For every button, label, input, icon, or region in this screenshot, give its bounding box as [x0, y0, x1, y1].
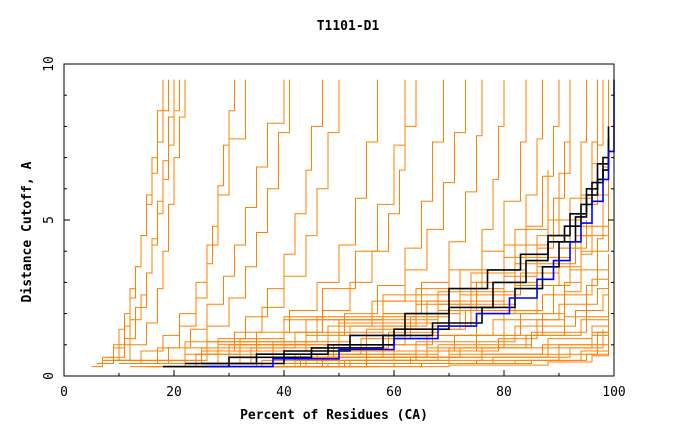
bulk-series-line-5 — [119, 79, 246, 364]
x-tick-label: 20 — [166, 385, 182, 400]
y-tick-label: 0 — [42, 372, 57, 380]
bulk-series-line-12 — [146, 79, 406, 368]
bulk-series-line-11 — [174, 79, 378, 364]
bulk-series-line-6 — [130, 79, 235, 364]
x-tick-label: 80 — [496, 385, 512, 400]
bulk-series-line-9 — [146, 79, 323, 368]
bulk-series-line-19 — [185, 79, 543, 368]
bulk-series-line-41 — [207, 329, 604, 368]
bulk-series-line-43 — [229, 335, 609, 368]
highlight-series-line-50 — [185, 157, 610, 365]
bulk-series-line-35 — [174, 291, 609, 364]
bulk-series-line-26 — [229, 79, 609, 368]
bulk-series-line-3 — [108, 79, 175, 358]
best-series-line-52 — [207, 79, 615, 368]
y-tick-label: 10 — [42, 56, 57, 72]
bulk-series-line-16 — [218, 79, 483, 364]
bulk-series-line-8 — [152, 79, 290, 364]
highlight-series-line-51 — [201, 126, 610, 365]
bulk-series-line-28 — [130, 170, 549, 364]
bulk-series-line-21 — [218, 79, 571, 368]
bulk-series-line-36 — [141, 298, 609, 364]
plot-lines — [91, 79, 615, 368]
y-axis-label: Distance Cutoff, A — [20, 161, 35, 302]
x-tick-label: 60 — [386, 385, 402, 400]
axis-ticks: 0 20 40 60 80 100 0 5 10 — [42, 56, 626, 400]
x-tick-label: 40 — [276, 385, 292, 400]
bulk-series-line-32 — [141, 266, 609, 364]
x-axis-label: Percent of Residues (CA) — [240, 408, 428, 423]
bulk-series-line-45 — [284, 341, 609, 368]
bulk-series-line-25 — [201, 79, 598, 368]
chart-title: T1101-D1 — [317, 19, 380, 34]
bulk-series-line-13 — [185, 79, 417, 364]
bulk-series-line-23 — [262, 79, 598, 368]
bulk-series-line-7 — [141, 79, 285, 364]
y-tick-label: 5 — [42, 216, 57, 224]
x-tick-label: 0 — [60, 385, 68, 400]
bulk-series-line-10 — [163, 79, 340, 364]
bulk-series-line-33 — [152, 276, 609, 364]
bulk-series-line-22 — [240, 79, 587, 368]
bulk-series-line-4 — [113, 79, 186, 361]
bulk-series-line-29 — [119, 220, 587, 361]
bulk-series-line-39 — [196, 313, 609, 368]
bulk-series-line-44 — [256, 338, 609, 368]
bulk-series-line-2 — [102, 79, 180, 361]
x-tick-label: 100 — [602, 385, 625, 400]
